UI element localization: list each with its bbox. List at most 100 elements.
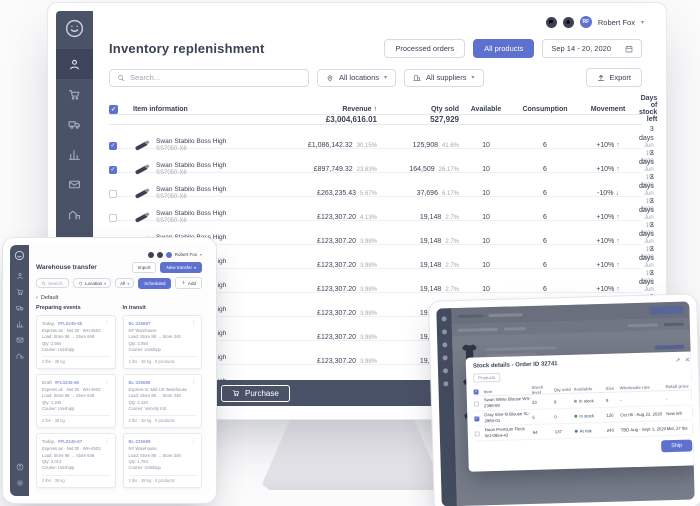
row-checkbox[interactable] xyxy=(109,165,117,174)
import-button[interactable]: Import xyxy=(131,262,157,273)
column-title: In transit xyxy=(122,305,146,311)
expand-icon[interactable]: ↗ xyxy=(675,357,681,364)
sidebar-icon-pip[interactable] xyxy=(441,316,447,322)
wholesale-rate: - xyxy=(619,396,622,402)
stock-details-modal: Stock details - Order ID 32741 ↗ ✕ Produ… xyxy=(465,351,695,472)
col-days[interactable]: Days of stock left xyxy=(639,95,658,123)
card-footer: 2 lbs · 38 kg xyxy=(42,356,110,364)
sidebar-item-settings[interactable] xyxy=(16,475,24,491)
scheduled-button[interactable]: Scheduled xyxy=(138,277,172,289)
row-checkbox[interactable] xyxy=(109,213,117,222)
notifications-icon[interactable] xyxy=(156,251,163,258)
chat-icon[interactable] xyxy=(147,251,154,258)
sidebar-icon-pip[interactable] xyxy=(442,355,448,361)
table-row[interactable]: Swan Stabilo Boss High SS7050-X6 £897,74… xyxy=(109,149,654,189)
sidebar-item-messages[interactable] xyxy=(56,169,93,199)
transfer-card[interactable]: BL-225697 ⋮ NY Warehouse Load: Store 88 →… xyxy=(122,315,202,370)
purchase-button[interactable]: Purchase xyxy=(221,384,290,402)
card-link[interactable]: #FL0245-66 xyxy=(54,379,80,385)
card-link[interactable]: BL-225699 xyxy=(128,438,151,444)
kebab-menu-icon[interactable]: ⋮ xyxy=(191,438,196,445)
user-name[interactable]: Robert Fox xyxy=(174,252,197,257)
select-all-checkbox[interactable] xyxy=(109,104,118,114)
row-checkbox[interactable] xyxy=(474,415,480,422)
card-line: Qty: 3,012 xyxy=(42,458,62,464)
movement-arrow-icon: ↑ xyxy=(616,166,620,174)
transfer-card[interactable]: Today, #FL0245-67 ⋮ Express air · Net 30 ·… xyxy=(36,433,116,488)
col-qty-sold[interactable]: Qty sold xyxy=(430,105,459,113)
sidebar-icon-pip[interactable] xyxy=(441,329,448,335)
sidebar-item-users[interactable] xyxy=(56,49,93,79)
row-checkbox[interactable] xyxy=(109,189,117,198)
card-link[interactable]: #FL0245-65 xyxy=(57,320,83,326)
location-pin-icon xyxy=(326,74,334,82)
table-row[interactable]: Swan Stabilo Boss High SS7050-X6 £123,30… xyxy=(109,197,654,237)
monitor-stand xyxy=(262,418,442,490)
table-row[interactable]: Swan Stabilo Boss High SS7050-X6 £263,23… xyxy=(109,173,654,213)
card-link[interactable]: BL-225697 xyxy=(128,320,151,326)
kebab-menu-icon[interactable]: ⋮ xyxy=(191,320,196,326)
row-checkbox[interactable] xyxy=(474,430,480,437)
wholesale-rate: TBD Aug - Sept 1, 2020 xyxy=(620,425,667,432)
col-movement[interactable]: Movement xyxy=(590,105,626,113)
card-line: Courier: Unishipp xyxy=(42,465,75,471)
all-select[interactable]: All ▾ xyxy=(115,278,135,288)
sidebar-item-users[interactable] xyxy=(16,268,24,284)
card-line: Qty: 1,764 xyxy=(128,458,148,464)
row-checkbox[interactable] xyxy=(473,400,480,407)
chevron-down-icon: ▾ xyxy=(199,252,202,257)
export-button[interactable]: Export xyxy=(586,68,642,87)
ship-button[interactable]: Ship xyxy=(661,439,693,453)
date-range-picker[interactable]: Sep 14 - 20, 2020 xyxy=(542,39,642,58)
kebab-menu-icon[interactable]: ⋮ xyxy=(104,320,110,326)
select-all-checkbox[interactable] xyxy=(473,388,479,395)
sidebar-item-shipping[interactable] xyxy=(56,109,93,139)
kebab-menu-icon[interactable]: ⋮ xyxy=(104,379,110,386)
col-item[interactable]: Item information xyxy=(133,105,188,113)
card-link[interactable]: #FL0245-67 xyxy=(57,438,83,444)
transfer-card[interactable]: Draft #FL0245-66 ⋮ Express air · Net 30 · … xyxy=(36,374,116,429)
kebab-menu-icon[interactable]: ⋮ xyxy=(191,379,196,386)
user-avatar[interactable] xyxy=(165,251,172,258)
add-button[interactable]: ＋ Add xyxy=(175,277,202,289)
search-input[interactable] xyxy=(48,280,65,286)
col-consumption[interactable]: Consumption xyxy=(522,105,568,113)
sidebar-icon-pip[interactable] xyxy=(442,368,449,374)
row-checkbox[interactable] xyxy=(109,141,117,150)
chat-icon[interactable] xyxy=(545,16,557,28)
sidebar-icon-pip[interactable] xyxy=(442,342,448,348)
sidebar-icon-pip[interactable] xyxy=(443,381,449,387)
kebab-menu-icon[interactable]: ⋮ xyxy=(104,438,110,445)
product-sku: SS7050-X6 xyxy=(156,146,187,153)
search-input[interactable] xyxy=(130,73,301,82)
col-available[interactable]: Available xyxy=(470,105,502,113)
sidebar-item-help[interactable] xyxy=(16,459,24,475)
sidebar-item-analytics[interactable] xyxy=(16,316,24,332)
all-products-button[interactable]: All products xyxy=(473,39,535,58)
notifications-icon[interactable] xyxy=(562,16,574,28)
sidebar-item-analytics[interactable] xyxy=(56,139,93,169)
user-avatar[interactable]: RF xyxy=(579,16,592,28)
back-link[interactable]: ‹ Default xyxy=(36,295,59,301)
transfer-card[interactable]: BL-225699 ⋮ NY Warehouse Load: Store 88 →… xyxy=(122,433,202,488)
locations-select[interactable]: All locations ▾ xyxy=(317,68,397,87)
sidebar-item-shipping[interactable] xyxy=(15,300,24,316)
processed-orders-button[interactable]: Processed orders xyxy=(384,39,466,58)
sidebar-item-warehouse[interactable] xyxy=(16,348,24,364)
table-row[interactable]: Swan Stabilo Boss High SS7050-X6 £1,086,… xyxy=(109,125,654,165)
products-chip[interactable]: Products xyxy=(473,372,501,383)
sidebar-item-warehouse[interactable] xyxy=(56,199,93,229)
new-transfer-button[interactable]: New transfer ▾ xyxy=(160,262,202,273)
suppliers-select[interactable]: All suppliers ▾ xyxy=(404,68,484,87)
user-name[interactable]: Robert Fox xyxy=(597,17,635,27)
sidebar-item-cart[interactable] xyxy=(16,284,24,300)
close-icon[interactable]: ✕ xyxy=(685,357,690,364)
sidebar-item-cart[interactable] xyxy=(56,79,93,109)
transfer-card[interactable]: Today, #FL0245-65 ⋮ Express air · Net 30 ·… xyxy=(36,315,116,370)
date-range-value: Sep 14 - 20, 2020 xyxy=(551,44,611,53)
sidebar-item-messages[interactable] xyxy=(16,332,24,348)
location-select[interactable]: Location ▾ xyxy=(73,278,112,288)
transfer-card[interactable]: BL-225698 ⋮ Express to: Mid-US Warehouse … xyxy=(122,374,202,429)
card-link[interactable]: BL-225698 xyxy=(128,379,151,385)
col-revenue[interactable]: Revenue ↑ xyxy=(342,105,377,113)
